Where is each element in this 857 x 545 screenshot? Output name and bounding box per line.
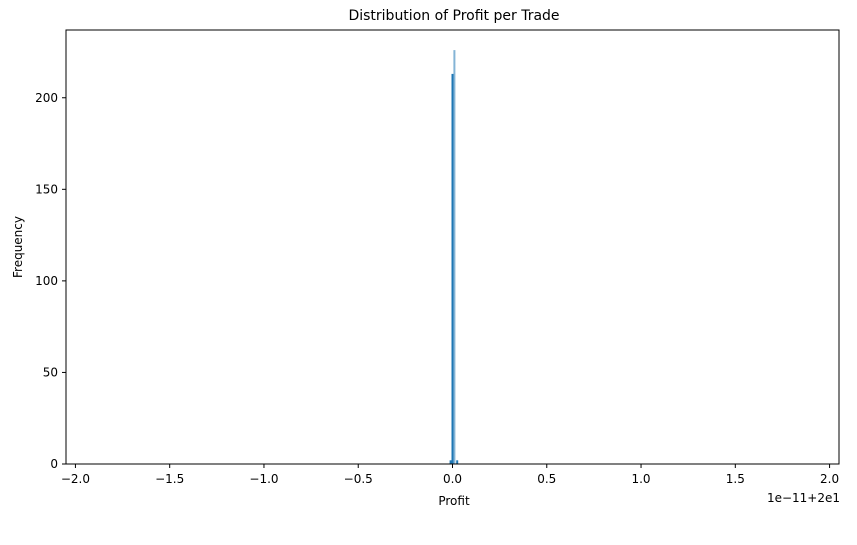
chart-title: Distribution of Profit per Trade	[348, 8, 559, 24]
plot-frame	[65, 29, 840, 465]
histogram-bar	[456, 460, 459, 464]
histogram-bars	[449, 50, 459, 465]
x-axis-label: Profit	[438, 494, 470, 508]
y-tick-label: 100	[35, 274, 58, 288]
y-axis-ticks: 0 50 100 150 200	[35, 91, 66, 471]
x-tick-label: 0.5	[537, 472, 556, 486]
x-tick-label: −1.5	[155, 472, 184, 486]
y-axis-label: Frequency	[11, 216, 25, 278]
y-tick-label: 50	[43, 365, 58, 379]
y-tick-label: 0	[50, 457, 58, 471]
y-tick-label: 150	[35, 182, 58, 196]
y-tick-label: 200	[35, 91, 58, 105]
histogram-bar	[453, 50, 456, 464]
histogram-bar	[451, 73, 454, 465]
x-tick-label: 2.0	[820, 472, 839, 486]
x-axis-ticks: −2.0 −1.5 −1.0 −0.5 0.0 0.5 1.0 1.5 2.0	[61, 464, 839, 486]
x-tick-label: −0.5	[344, 472, 373, 486]
x-tick-label: −1.0	[249, 472, 278, 486]
histogram-bar	[449, 460, 452, 464]
x-tick-label: 1.5	[726, 472, 745, 486]
x-tick-label: −2.0	[61, 472, 90, 486]
x-tick-label: 1.0	[631, 472, 650, 486]
x-offset-label: 1e−11+2e1	[767, 491, 840, 505]
x-tick-label: 0.0	[443, 472, 462, 486]
